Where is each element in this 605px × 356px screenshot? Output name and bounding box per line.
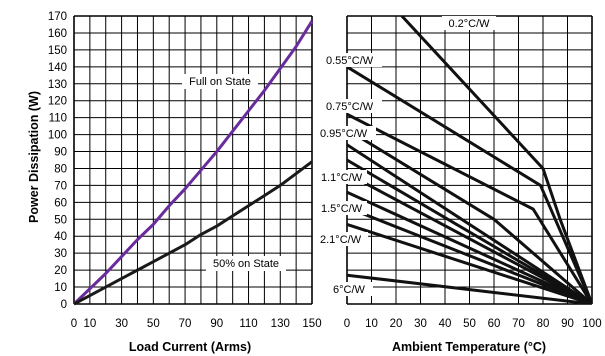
x-axis-label-left: Load Current (Arms) [129, 340, 251, 354]
x-tick-label-right: 80 [537, 318, 550, 330]
thermal-resistance-line [399, 16, 592, 304]
x-tick-label-right: 100 [582, 318, 601, 330]
x-tick-label-left: 30 [115, 318, 128, 330]
y-tick-label: 130 [48, 79, 67, 91]
thermal-resistance-line [347, 143, 592, 304]
label-background [182, 74, 258, 89]
y-tick-label: 50 [54, 214, 67, 226]
thermal-resistance-line [347, 128, 592, 304]
y-axis-label: Power Dissipation (W) [27, 91, 41, 223]
x-tick-label-left: 70 [179, 318, 192, 330]
left-series-lines [72, 20, 314, 306]
left-curve-labels: Full on State 50% on State [182, 74, 286, 271]
y-tick-label: 10 [54, 282, 67, 294]
thermal-resistance-label: 0.55°C/W [326, 55, 374, 67]
series-line-full-on-state [72, 20, 314, 306]
label-background [319, 201, 367, 215]
y-tick-label: 100 [48, 130, 67, 142]
x-tick-label-left: 110 [239, 318, 257, 330]
x-tick-label-right: 30 [414, 318, 427, 330]
x-tick-label-left: 130 [271, 318, 290, 330]
right-curve-labels: 0.2°C/W 0.55°C/W 0.75°C/W 0.95°C/W 1.1°C/W 1.… [318, 16, 496, 296]
thermal-resistance-line [347, 65, 592, 304]
y-tick-label: 110 [49, 113, 67, 125]
x-tick-label-right: 50 [463, 318, 476, 330]
series-label: Full on State [189, 76, 251, 88]
thermal-resistance-label: 2.1°C/W [320, 234, 362, 246]
label-background [318, 232, 368, 246]
y-tick-label: 170 [48, 11, 67, 23]
x-tick-label-right: 70 [512, 318, 525, 330]
power-dissipation-chart: 0 10 30 50 70 90 110 130 150 0 10 20 30 40 50 60 70 80 90 1… [27, 11, 322, 354]
x-axis-label-right: Ambient Temperature (°C) [392, 340, 546, 354]
thermal-resistance-label: 0.75°C/W [326, 101, 374, 113]
thermal-resistance-line [347, 190, 592, 304]
right-tick-labels: 0 10 20 30 40 50 60 70 80 90 100 [344, 318, 602, 330]
right-series-lines [347, 16, 592, 304]
x-tick-label-right: 10 [365, 318, 378, 330]
right-grid [346, 15, 593, 305]
thermal-resistance-line [347, 158, 592, 304]
label-background [324, 99, 382, 113]
x-tick-label-right: 40 [439, 318, 452, 330]
label-background [206, 256, 286, 271]
derating-chart: 0 10 20 30 40 50 60 70 80 90 100 0.2°C/W0.55°C/W0.… [318, 15, 602, 354]
y-tick-label: 30 [54, 248, 67, 260]
series-label: 50% on State [213, 258, 279, 270]
label-background [331, 282, 373, 296]
thermal-resistance-label: 1.1°C/W [321, 172, 363, 184]
x-tick-label-left: 90 [210, 318, 223, 330]
series-line-half-on-state [73, 160, 313, 306]
x-tick-label-right: 60 [488, 318, 501, 330]
thermal-resistance-label: 0.95°C/W [320, 128, 368, 140]
label-background [442, 16, 496, 30]
thermal-resistance-label: 0.2°C/W [448, 18, 490, 30]
x-tick-label-right: 0 [344, 318, 350, 330]
y-tick-label: 40 [54, 231, 67, 243]
x-tick-label-left: 150 [302, 318, 321, 330]
thermal-resistance-line [347, 222, 592, 304]
x-tick-label-right: 20 [390, 318, 403, 330]
thermal-resistance-label: 6°C/W [333, 284, 366, 296]
x-tick-label-left: 10 [83, 318, 96, 330]
x-tick-label-right: 90 [561, 318, 574, 330]
y-tick-label: 0 [61, 299, 67, 311]
y-tick-label: 90 [54, 147, 67, 159]
y-tick-label: 120 [48, 96, 67, 108]
left-tick-labels: 0 10 30 50 70 90 110 130 150 0 10 20 30 40 50 60 70 80 90 1… [48, 11, 322, 330]
y-tick-label: 150 [48, 45, 67, 57]
label-background [319, 170, 367, 184]
y-tick-label: 160 [48, 28, 67, 40]
x-tick-label-left: 50 [147, 318, 160, 330]
thermal-resistance-line [347, 172, 592, 304]
y-tick-label: 70 [54, 180, 67, 192]
thermal-resistance-label: 1.5°C/W [321, 203, 363, 215]
thermal-resistance-line [347, 206, 592, 304]
thermal-resistance-line [347, 273, 592, 304]
y-tick-label: 20 [54, 265, 67, 277]
x-tick-label-left: 0 [71, 318, 77, 330]
label-background [318, 126, 376, 140]
thermal-resistance-line [347, 112, 592, 304]
y-tick-label: 140 [48, 62, 67, 74]
y-tick-label: 60 [54, 197, 67, 209]
y-tick-label: 80 [54, 163, 67, 175]
label-background [324, 53, 382, 67]
